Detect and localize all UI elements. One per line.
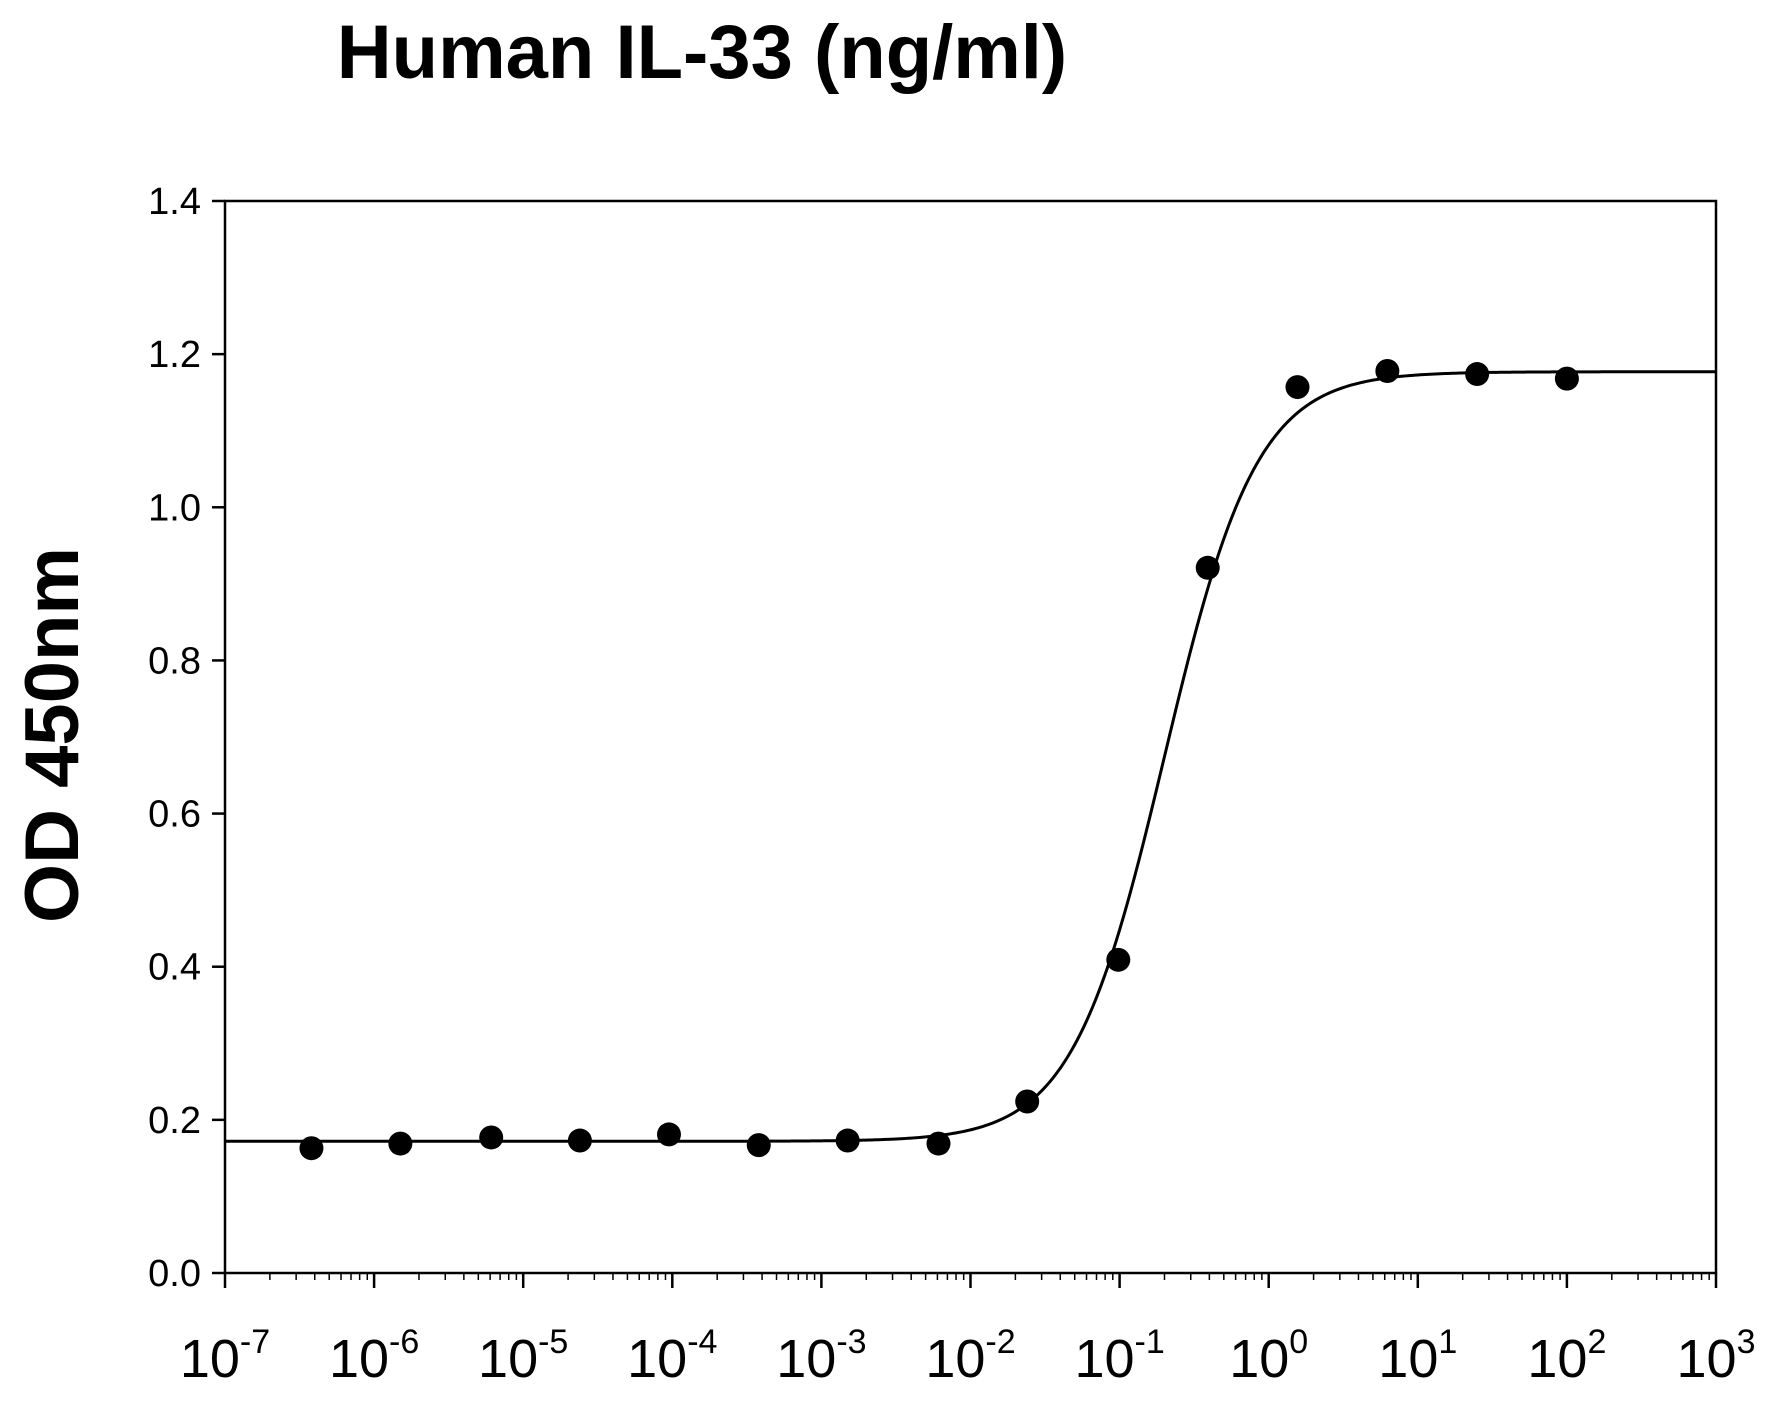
data-point [1375, 358, 1400, 383]
x-tick-base: 10 [180, 1329, 240, 1389]
x-tick-label: 10-1 [1074, 1323, 1164, 1389]
x-tick-label: 10-5 [478, 1323, 568, 1389]
x-tick-label: 10-4 [627, 1323, 717, 1389]
x-tick-base: 10 [776, 1329, 836, 1389]
x-tick-base: 10 [627, 1329, 687, 1389]
x-tick-exponent: 0 [1289, 1323, 1308, 1361]
data-point [656, 1122, 681, 1147]
x-tick-exponent: -6 [389, 1323, 419, 1361]
x-tick-exponent: -2 [985, 1323, 1015, 1361]
y-tick-label: 0.8 [148, 640, 201, 682]
x-axis: 10-7 10-6 10-5 10-4 10-3 10-2 10-1 100 101 102 103 [180, 1273, 1756, 1389]
fit-curve-line [225, 370, 1716, 1143]
data-points [299, 358, 1579, 1161]
x-tick-label: 10-7 [180, 1323, 270, 1389]
data-point [299, 1136, 324, 1161]
data-point [1285, 375, 1310, 400]
x-tick-exponent: -3 [836, 1323, 866, 1361]
chart-title: Human IL-33 (ng/ml) [337, 10, 1067, 95]
y-tick-label: 0.6 [148, 794, 201, 836]
y-tick-label: 1.2 [148, 334, 201, 376]
data-point [835, 1128, 860, 1153]
x-tick-exponent: 3 [1737, 1323, 1756, 1361]
x-tick-label: 10-6 [329, 1323, 419, 1389]
x-tick-base: 10 [329, 1329, 389, 1389]
data-point [1015, 1089, 1040, 1114]
x-tick-base: 10 [478, 1329, 538, 1389]
y-tick-label: 1.0 [148, 487, 201, 529]
x-tick-base: 10 [1677, 1329, 1737, 1389]
x-tick-exponent: 2 [1587, 1323, 1606, 1361]
x-tick-label: 103 [1677, 1323, 1756, 1389]
data-point [388, 1131, 413, 1156]
data-point [1465, 362, 1490, 387]
data-point [1554, 366, 1579, 391]
x-tick-base: 10 [925, 1329, 985, 1389]
data-point [1195, 555, 1220, 580]
y-tick-label: 1.4 [148, 181, 201, 223]
x-tick-exponent: -1 [1135, 1323, 1165, 1361]
x-tick-exponent: -7 [240, 1323, 270, 1361]
x-tick-label: 100 [1229, 1323, 1308, 1389]
data-point [746, 1133, 771, 1158]
plot-frame [223, 199, 1718, 1275]
x-tick-base: 10 [1229, 1329, 1289, 1389]
y-tick-label: 0.2 [148, 1100, 201, 1142]
x-tick-exponent: -4 [687, 1323, 717, 1361]
x-tick-exponent: -5 [538, 1323, 568, 1361]
data-point [926, 1131, 951, 1156]
data-point [567, 1128, 592, 1153]
data-point [479, 1125, 504, 1150]
y-tick-label: 0.0 [148, 1253, 201, 1295]
x-tick-label: 10-3 [776, 1323, 866, 1389]
x-tick-label: 101 [1378, 1323, 1457, 1389]
x-tick-exponent: 1 [1438, 1323, 1457, 1361]
x-tick-base: 10 [1527, 1329, 1587, 1389]
y-tick-label: 0.4 [148, 947, 201, 989]
x-tick-base: 10 [1378, 1329, 1438, 1389]
y-axis: 0.0 0.2 0.4 0.6 0.8 1.0 1.2 1.4 [148, 181, 225, 1295]
x-tick-label: 10-2 [925, 1323, 1015, 1389]
data-point [1106, 947, 1131, 972]
y-axis-label: OD 450nm [10, 547, 95, 923]
x-tick-base: 10 [1074, 1329, 1134, 1389]
x-tick-label: 102 [1527, 1323, 1606, 1389]
